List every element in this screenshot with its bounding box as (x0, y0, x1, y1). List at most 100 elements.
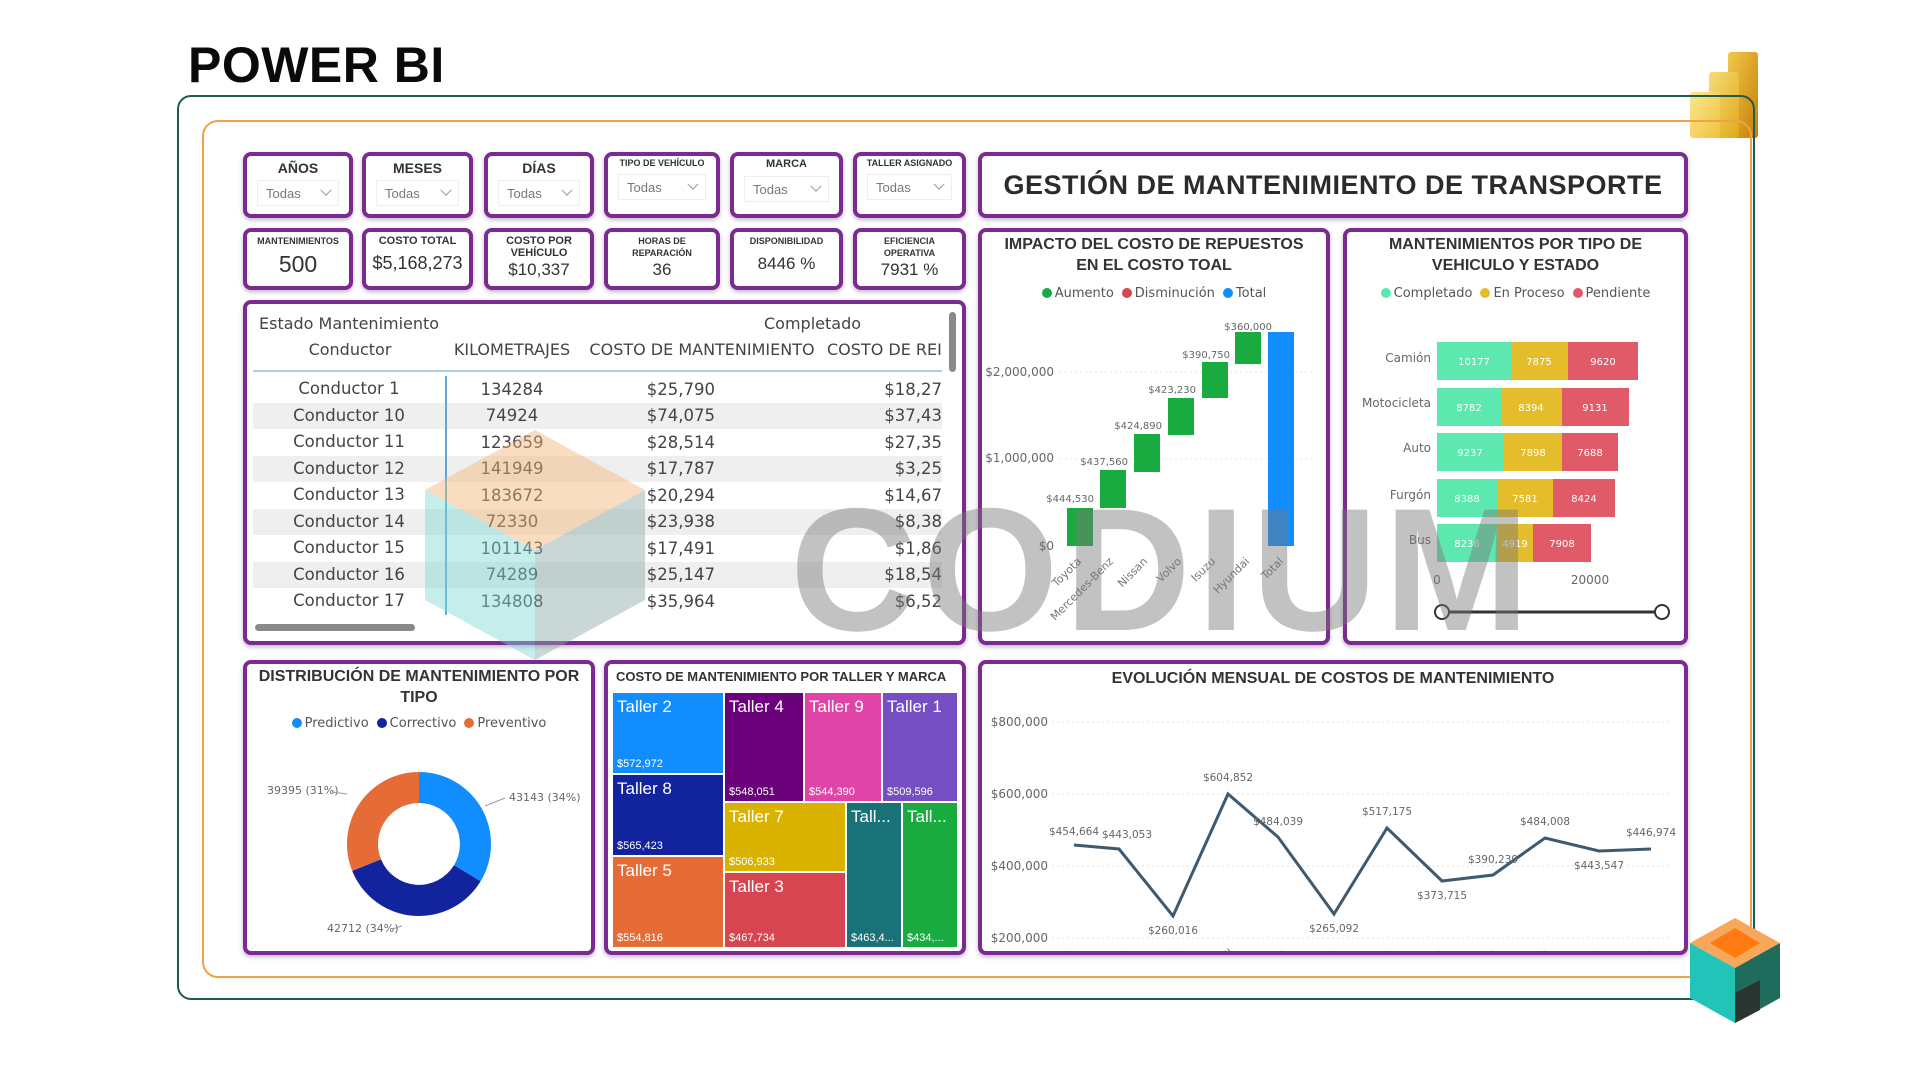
table-row[interactable]: Conductor 15 101143 $17,491 $1,86 (253, 535, 942, 562)
filter-value: Todas (876, 179, 911, 195)
filter-label: AÑOS (277, 160, 319, 176)
svg-text:9620: 9620 (1590, 357, 1615, 368)
filter-dropdown[interactable]: Todas (618, 174, 706, 200)
legend-item[interactable]: Predictivo (291, 716, 369, 731)
legend-label: Correctivo (389, 716, 457, 731)
filter-dias[interactable]: DÍAS Todas (484, 152, 594, 218)
tile-label: Taller 9 (809, 697, 864, 716)
filter-dropdown[interactable]: Todas (376, 180, 459, 206)
legend-label: Total (1235, 286, 1267, 301)
tile-value: $565,423 (617, 840, 663, 852)
treemap-tile[interactable]: Tall... $434,... (902, 802, 958, 948)
table-row[interactable]: Conductor 1 134284 $25,790 $18,27 (253, 376, 942, 403)
table-row[interactable]: Conductor 12 141949 $17,787 $3,25 (253, 455, 942, 482)
x-tick: 0 (1433, 573, 1441, 587)
range-slider-handle[interactable] (1654, 604, 1670, 620)
vertical-scrollbar[interactable] (949, 312, 956, 372)
treemap-tile[interactable]: Taller 4 $548,051 (724, 692, 804, 802)
cell-conductor: Conductor 1 (253, 376, 447, 403)
filter-taller-asignado[interactable]: TALLER ASIGNADO Todas (853, 152, 966, 218)
table-row[interactable]: Conductor 13 183672 $20,294 $14,67 (253, 482, 942, 509)
group-header-label: Completado (764, 314, 862, 333)
filter-anos[interactable]: AÑOS Todas (243, 152, 353, 218)
table-row[interactable]: Conductor 11 123659 $28,514 $27,35 (253, 429, 942, 456)
data-label: 39395 (31%) (267, 784, 339, 797)
svg-text:mayo: mayo (1256, 946, 1288, 952)
cell-km: 72330 (485, 512, 539, 532)
legend-item[interactable]: Preventivo (464, 716, 546, 731)
legend-dot-icon (291, 718, 302, 728)
table-row[interactable]: Conductor 10 74924 $74,075 $37,43 (253, 402, 942, 429)
treemap-tile[interactable]: Taller 2 $572,972 (612, 692, 724, 774)
svg-text:$390,750: $390,750 (1182, 350, 1230, 361)
column-header[interactable]: COSTO DE REI (827, 340, 942, 359)
filter-dropdown[interactable]: Todas (744, 176, 829, 202)
kpi-value: 36 (652, 260, 672, 279)
kpi-horas-reparacion: HORAS DE REPARACIÓN 36 (604, 228, 720, 290)
tile-value: $463,4... (851, 932, 894, 944)
waterfall-chart-card: IMPACTO DEL COSTO DE REPUESTOS EN EL COS… (978, 228, 1330, 645)
column-header[interactable]: COSTO DE MANTENIMIENTO (589, 340, 815, 359)
svg-text:junio: junio (1310, 946, 1340, 952)
filter-dropdown[interactable]: Todas (257, 180, 339, 206)
tile-label: Taller 3 (729, 877, 784, 896)
filter-tipo-vehiculo[interactable]: TIPO DE VEHÍCULO Todas (604, 152, 720, 218)
cell-costo-rep: $1,86 (894, 538, 942, 558)
cell-costo-mant: $25,790 (646, 379, 715, 399)
legend-item[interactable]: Pendiente (1572, 286, 1651, 301)
legend-label: Pendiente (1585, 286, 1651, 301)
legend-item[interactable]: Aumento (1041, 286, 1114, 301)
kpi-label: EFICIENCIA OPERATIVA (883, 236, 936, 258)
filter-dropdown[interactable]: Todas (867, 174, 952, 200)
table-row[interactable]: Conductor 17 134808 $35,964 $6,52 (253, 588, 942, 615)
table-row[interactable]: Conductor 16 74289 $25,147 $18,54 (253, 561, 942, 588)
treemap-tile[interactable]: Taller 8 $565,423 (612, 774, 724, 856)
tile-value: $548,051 (729, 786, 775, 798)
legend-item[interactable]: Correctivo (376, 716, 457, 731)
treemap-card: COSTO DE MANTENIMIENTO POR TALLER Y MARC… (604, 660, 966, 955)
svg-text:9131: 9131 (1582, 403, 1607, 414)
treemap-tile[interactable]: Taller 5 $554,816 (612, 856, 724, 948)
filter-marca[interactable]: MARCA Todas (730, 152, 843, 218)
cell-costo-rep: $8,38 (894, 512, 942, 532)
table-row[interactable]: Conductor 14 72330 $23,938 $8,38 (253, 508, 942, 535)
filter-dropdown[interactable]: Todas (498, 180, 580, 206)
cell-conductor: Conductor 14 (253, 508, 447, 535)
svg-text:diciembre: diciembre (1606, 946, 1656, 952)
legend-item[interactable]: En Proceso (1480, 286, 1565, 301)
treemap-tile[interactable]: Tall... $463,4... (846, 802, 902, 948)
filter-value: Todas (753, 181, 788, 197)
filter-label: TALLER ASIGNADO (866, 158, 953, 168)
column-header[interactable]: Conductor (308, 340, 392, 359)
tile-label: Tall... (851, 807, 891, 826)
svg-text:Bus: Bus (1409, 533, 1431, 547)
filter-meses[interactable]: MESES Todas (362, 152, 473, 218)
filter-label: TIPO DE VEHÍCULO (619, 158, 705, 168)
legend-dot-icon (464, 718, 475, 728)
legend-item[interactable]: Completado (1380, 286, 1472, 301)
treemap-tile[interactable]: Taller 7 $506,933 (724, 802, 846, 872)
tile-label: Taller 5 (617, 861, 672, 880)
chart-legend: Completado En Proceso Pendiente (1347, 286, 1684, 301)
treemap-tile[interactable]: Taller 1 $509,596 (882, 692, 958, 802)
kpi-disponibilidad: DISPONIBILIDAD 8446 % (730, 228, 843, 290)
tile-label: Taller 1 (887, 697, 942, 716)
svg-text:7908: 7908 (1549, 539, 1574, 550)
legend-label: Aumento (1054, 286, 1114, 301)
legend-item[interactable]: Disminución (1121, 286, 1215, 301)
svg-text:$260,016: $260,016 (1148, 925, 1198, 937)
chart-title: MANTENIMIENTOS POR TIPO DE VEHICULO Y ES… (1388, 236, 1643, 274)
svg-text:$604,852: $604,852 (1203, 772, 1253, 784)
range-slider-handle[interactable] (1434, 604, 1450, 620)
svg-text:abril: abril (1209, 946, 1236, 952)
treemap-tile[interactable]: Taller 9 $544,390 (804, 692, 882, 802)
horizontal-scrollbar[interactable] (255, 624, 415, 631)
cell-costo-mant: $25,147 (646, 565, 715, 585)
svg-text:4919: 4919 (1502, 539, 1527, 550)
treemap-tile[interactable]: Taller 3 $467,734 (724, 872, 846, 948)
column-header[interactable]: KILOMETRAJES (453, 340, 571, 359)
filter-label: DÍAS (522, 160, 556, 176)
tile-value: $572,972 (617, 758, 663, 770)
legend-dot-icon (1121, 288, 1132, 298)
legend-item[interactable]: Total (1222, 286, 1267, 301)
